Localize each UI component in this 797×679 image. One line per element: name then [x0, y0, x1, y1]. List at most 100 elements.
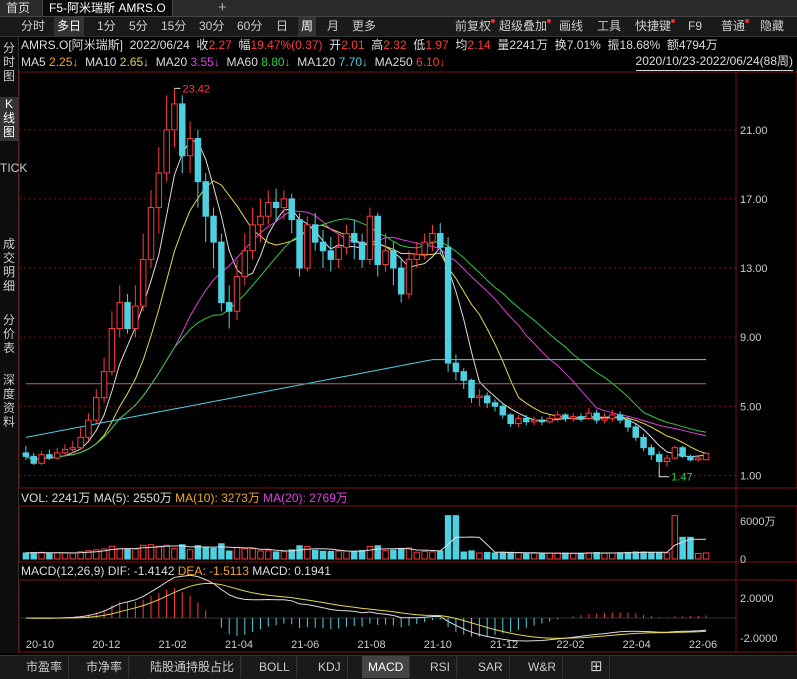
candle-body — [186, 137, 194, 157]
sidebar-item-timeshare[interactable]: 分时图 — [2, 41, 15, 83]
close-label: 收 — [196, 38, 209, 52]
candle-body — [296, 219, 303, 269]
period-week[interactable]: 周 — [298, 17, 317, 36]
volume-bar — [194, 545, 202, 560]
candle-body — [30, 455, 37, 464]
tools-button[interactable]: 工具 — [597, 19, 622, 33]
hide-button[interactable]: 隐藏 — [760, 19, 785, 33]
candle-body — [640, 436, 647, 449]
amplitude-label: 振 — [607, 38, 620, 52]
candle-body — [671, 447, 679, 459]
volume-bar — [358, 549, 366, 560]
tab-pb[interactable]: 市净率 — [80, 656, 130, 678]
tab-macd[interactable]: MACD — [362, 656, 411, 678]
candle-body — [233, 276, 241, 312]
candle-body — [327, 250, 335, 260]
normal-mode-button[interactable]: 普通 — [718, 17, 750, 36]
volume-bars — [22, 515, 710, 560]
volume-bar — [241, 548, 249, 560]
period-day[interactable]: 日 — [276, 19, 289, 33]
volume-bar — [257, 550, 264, 560]
low-value: 1.97 — [425, 38, 449, 52]
adjust-button[interactable]: 前复权 — [452, 17, 496, 36]
volume-bar — [585, 552, 593, 560]
tab-pe[interactable]: 市盈率 — [20, 656, 70, 678]
volume-bar — [444, 515, 452, 560]
volume-bar — [562, 552, 569, 560]
candle-body — [53, 452, 61, 459]
volume-bar — [319, 550, 327, 560]
macd-series — [25, 574, 707, 642]
volume-bar — [163, 544, 170, 560]
add-indicator-icon[interactable]: ⊞ — [584, 656, 610, 678]
candle-body — [155, 172, 163, 209]
period-30min[interactable]: 30分 — [199, 19, 225, 33]
volume-bar — [616, 552, 624, 560]
y-tick-label: 1.00 — [740, 470, 761, 482]
candle-body — [132, 305, 139, 330]
volume-bar — [491, 552, 499, 560]
period-minute[interactable]: 分时 — [21, 19, 46, 33]
volume-bar — [429, 551, 436, 560]
period-more[interactable]: 更多 — [352, 19, 377, 33]
candle-body — [304, 224, 311, 269]
period-1min[interactable]: 1分 — [97, 19, 116, 33]
candle-body — [390, 250, 397, 269]
volume-bar — [116, 548, 123, 560]
macd-y-tick: 2.0000 — [740, 593, 774, 605]
volume-bar — [702, 552, 710, 560]
candle-body — [343, 232, 350, 248]
tab-amrs[interactable]: F5-阿米瑞斯 AMRS.O — [42, 0, 173, 16]
volume-bar — [108, 545, 116, 560]
volume-bar — [311, 549, 319, 560]
macd-dea: DEA: -1.5113 — [177, 564, 249, 578]
tab-home[interactable]: 首页 — [6, 1, 31, 15]
volume-ma5: MA(5): 2550万 — [93, 491, 172, 505]
ma20-label: MA20 — [155, 55, 188, 69]
candle-body — [288, 198, 295, 221]
tab-rsi[interactable]: RSI — [424, 656, 458, 678]
candle-body — [241, 250, 249, 278]
amount-label: 额 — [666, 38, 679, 52]
period-15min[interactable]: 15分 — [161, 19, 187, 33]
f9-button[interactable]: F9 — [688, 19, 703, 33]
draw-line-button[interactable]: 画线 — [559, 19, 584, 33]
period-60min[interactable]: 60分 — [237, 19, 263, 33]
sidebar-item-trades[interactable]: 成交明细 — [2, 237, 15, 293]
new-tab-icon[interactable]: + — [218, 0, 227, 16]
period-multi-day[interactable]: 多日 — [54, 17, 85, 36]
indicator-tabs: 市盈率 市净率 陆股通持股占比 BOLL KDJ MACD RSI SAR W&… — [0, 655, 797, 679]
volume-bar — [507, 551, 514, 560]
overlay-button-label: 超级叠加 — [499, 19, 548, 33]
volume-bar — [546, 552, 553, 560]
tab-wr[interactable]: W&R — [522, 656, 563, 678]
normal-mode-label: 普通 — [721, 19, 746, 33]
volume-bar — [124, 548, 131, 560]
candle-body — [319, 241, 327, 252]
adjust-button-label: 前复权 — [455, 19, 492, 33]
sidebar-item-price-table[interactable]: 分价表 — [2, 313, 15, 355]
y-tick-label: 13.00 — [740, 263, 768, 275]
candle-body — [452, 362, 460, 373]
period-5min[interactable]: 5分 — [129, 19, 148, 33]
overlay-button[interactable]: 超级叠加 — [496, 17, 552, 36]
macd-dif: DIF: -1.4142 — [107, 564, 175, 578]
volume-value: 2241万 — [509, 38, 549, 52]
volume-bar — [38, 551, 45, 560]
shortcut-button[interactable]: 快捷键 — [632, 17, 676, 36]
sidebar-item-kline[interactable]: K线图 — [0, 97, 18, 141]
tab-stock-connect[interactable]: 陆股通持股占比 — [144, 656, 242, 678]
volume-bar — [679, 536, 686, 560]
amount-value: 4794万 — [678, 38, 718, 52]
candle-body — [632, 426, 639, 438]
period-month[interactable]: 月 — [327, 19, 340, 33]
sidebar-item-depth[interactable]: 深度资料 — [2, 373, 15, 429]
candle-body — [483, 395, 491, 404]
tab-boll[interactable]: BOLL — [253, 656, 297, 678]
quote-line: AMRS.O[阿米瑞斯] 2022/06/24 收2.27 幅19.47%(0.… — [21, 37, 718, 54]
tab-kdj[interactable]: KDJ — [312, 656, 348, 678]
volume-bar — [538, 552, 546, 560]
volume-bar — [186, 549, 194, 560]
tab-sar[interactable]: SAR — [472, 656, 510, 678]
